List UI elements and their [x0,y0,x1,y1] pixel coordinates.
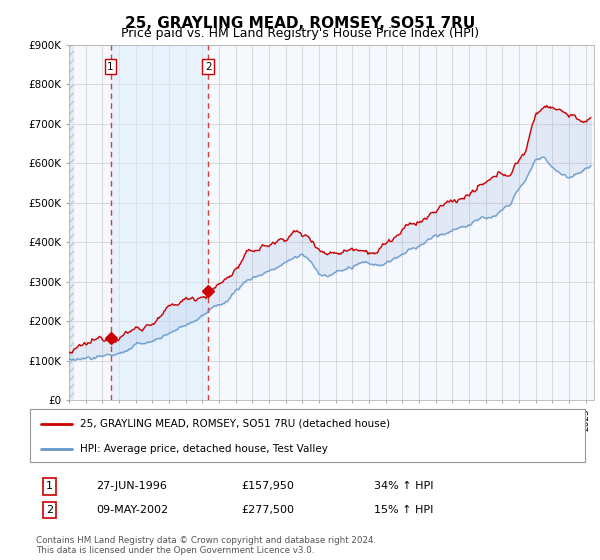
Bar [110,45,208,400]
Text: 1: 1 [107,62,114,72]
Text: 15% ↑ HPI: 15% ↑ HPI [374,505,433,515]
Text: 34% ↑ HPI: 34% ↑ HPI [374,482,434,492]
Text: £277,500: £277,500 [241,505,294,515]
Text: £157,950: £157,950 [241,482,294,492]
Text: Contains HM Land Registry data © Crown copyright and database right 2024.
This d: Contains HM Land Registry data © Crown c… [35,536,376,555]
Text: Price paid vs. HM Land Registry's House Price Index (HPI): Price paid vs. HM Land Registry's House … [121,27,479,40]
Text: 25, GRAYLING MEAD, ROMSEY, SO51 7RU: 25, GRAYLING MEAD, ROMSEY, SO51 7RU [125,16,475,31]
Text: 2: 2 [46,505,53,515]
Text: 09-MAY-2002: 09-MAY-2002 [97,505,169,515]
Text: HPI: Average price, detached house, Test Valley: HPI: Average price, detached house, Test… [80,444,328,454]
Text: 27-JUN-1996: 27-JUN-1996 [97,482,167,492]
Text: 2: 2 [205,62,212,72]
Text: 1: 1 [46,482,53,492]
Bar [69,45,74,400]
Text: 25, GRAYLING MEAD, ROMSEY, SO51 7RU (detached house): 25, GRAYLING MEAD, ROMSEY, SO51 7RU (det… [80,419,390,429]
